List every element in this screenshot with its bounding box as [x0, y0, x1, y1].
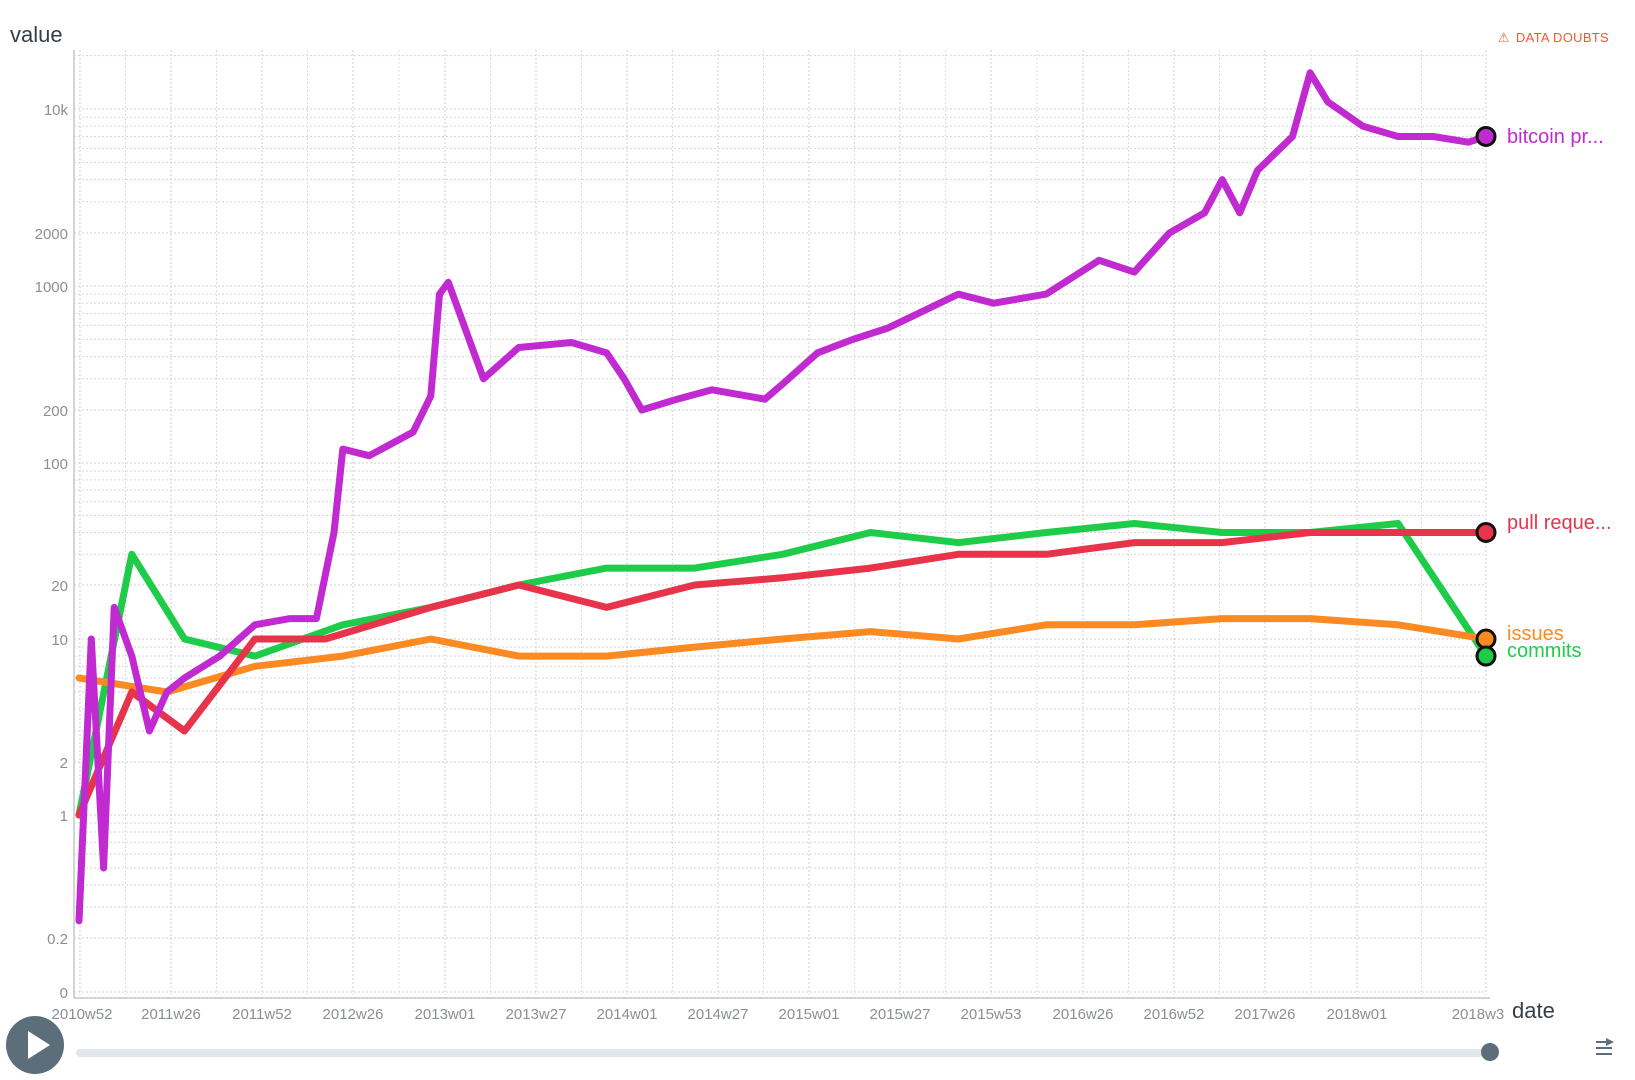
x-tick-label: 2013w27 [506, 1006, 567, 1023]
warning-triangle-icon: ⚠ [1497, 30, 1510, 45]
x-tick-label: 2018w01 [1327, 1006, 1388, 1023]
series-label[interactable]: pull reque... [1507, 512, 1612, 534]
y-tick-label: 100 [43, 456, 68, 473]
y-tick-label: 0.2 [47, 931, 68, 948]
series-line-2 [75, 615, 1490, 696]
play-icon [28, 1031, 50, 1059]
y-axis-ticks: 0 0.2 1 2 10 20 100 200 1000 2000 10k [35, 102, 69, 1002]
x-tick-label: 2011w52 [232, 1006, 292, 1023]
x-tick-label: 2011w26 [141, 1006, 201, 1023]
x-tick-label: 2017w26 [1235, 1006, 1296, 1023]
series-endpoints[interactable] [1475, 125, 1497, 667]
x-tick-label: 2015w27 [870, 1006, 931, 1023]
series-line-1 [75, 529, 1490, 819]
y-tick-label: 2 [60, 755, 68, 772]
x-tick-label: 2016w52 [1144, 1006, 1205, 1023]
play-button[interactable] [6, 1016, 64, 1074]
x-axis-title[interactable]: date [1512, 998, 1555, 1023]
y-tick-label: 200 [43, 403, 68, 420]
x-tick-label: 2015w01 [779, 1006, 840, 1023]
y-tick-label: 10k [44, 102, 69, 119]
y-tick-label: 20 [51, 578, 68, 595]
y-tick-label: 10 [51, 632, 68, 649]
series-lines [75, 69, 1490, 925]
timeline-slider-handle[interactable] [1481, 1043, 1499, 1061]
series-label[interactable]: issues [1507, 623, 1564, 645]
series-end-marker[interactable] [1475, 125, 1497, 147]
x-tick-label: 2016w26 [1053, 1006, 1114, 1023]
series-label[interactable]: commits [1507, 640, 1581, 662]
x-tick-label: 2010w52 [52, 1006, 113, 1023]
grid [73, 50, 1490, 999]
y-axis-title: value [10, 22, 63, 47]
y-tick-label: 0 [60, 985, 68, 1002]
x-tick-label: 2014w01 [597, 1006, 658, 1023]
x-tick-label: 2013w01 [415, 1006, 476, 1023]
series-line-3 [75, 520, 1490, 819]
x-axis-ticks: 2010w52 2011w26 2011w52 2012w26 2013w01 2013w… [52, 1006, 1505, 1023]
series-end-marker[interactable] [1475, 521, 1497, 543]
series-line-0 [75, 69, 1490, 925]
menu-icon[interactable] [1594, 1038, 1616, 1068]
x-tick-label: 2014w27 [688, 1006, 749, 1023]
series-end-marker[interactable] [1475, 645, 1497, 667]
x-tick-label: 2015w53 [961, 1006, 1022, 1023]
timeline-slider-track[interactable] [76, 1049, 1490, 1057]
data-doubts-link[interactable]: ⚠ DATA DOUBTS [1498, 30, 1609, 46]
x-tick-label: 2018w3 [1452, 1006, 1505, 1023]
y-tick-label: 2000 [35, 226, 68, 243]
data-doubts-label: DATA DOUBTS [1515, 30, 1609, 45]
y-tick-label: 1000 [35, 279, 68, 296]
series-label[interactable]: bitcoin pr... [1507, 126, 1604, 148]
y-tick-label: 1 [60, 808, 68, 825]
series-end-marker[interactable] [1475, 628, 1497, 650]
x-tick-label: 2012w26 [323, 1006, 384, 1023]
